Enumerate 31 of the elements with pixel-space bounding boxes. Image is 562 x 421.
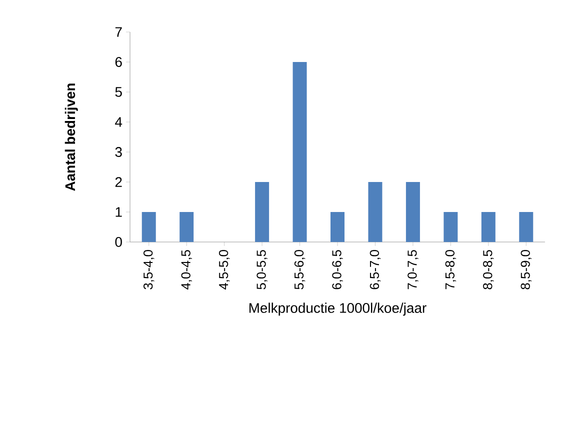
bar (519, 212, 534, 242)
bar (330, 212, 345, 242)
x-tick-label: 5,0-5,5 (256, 250, 268, 290)
y-tick-label: 2 (115, 177, 122, 187)
y-tick-label: 3 (115, 147, 122, 157)
y-tick-label: 7 (115, 27, 122, 37)
x-tick-label: 8,0-8,5 (483, 250, 494, 290)
y-tick-label: 0 (115, 237, 122, 247)
x-tick-label: 5,5-6,0 (294, 250, 306, 290)
x-tick-label: 4,5-5,0 (218, 250, 230, 290)
bar (142, 212, 156, 242)
bar (292, 62, 307, 242)
x-tick-label: 7,5-8,0 (445, 250, 456, 290)
y-tick-label: 6 (115, 57, 122, 67)
x-tick-label: 3,5-4,0 (144, 250, 154, 290)
y-tick-label: 4 (115, 117, 122, 127)
x-tick-label: 7,0-7,5 (408, 250, 418, 290)
y-tick-label: 1 (116, 207, 122, 217)
bar (444, 212, 458, 242)
bar (481, 212, 496, 242)
y-axis-title: Aantal bedrijven (64, 84, 78, 191)
bar (180, 212, 194, 242)
x-tick-label: 6,0-6,5 (332, 250, 343, 290)
bar (406, 182, 420, 242)
x-axis-title: Melkproductie 1000l/koe/jaar (249, 302, 426, 316)
y-tick-label: 5 (115, 87, 122, 97)
bar (368, 182, 382, 242)
x-tick-label: 8,5-9,0 (520, 250, 532, 290)
x-tick-label: 6,5-7,0 (370, 250, 381, 290)
bar (255, 182, 270, 242)
x-tick-label: 4,0-4,5 (181, 250, 192, 290)
